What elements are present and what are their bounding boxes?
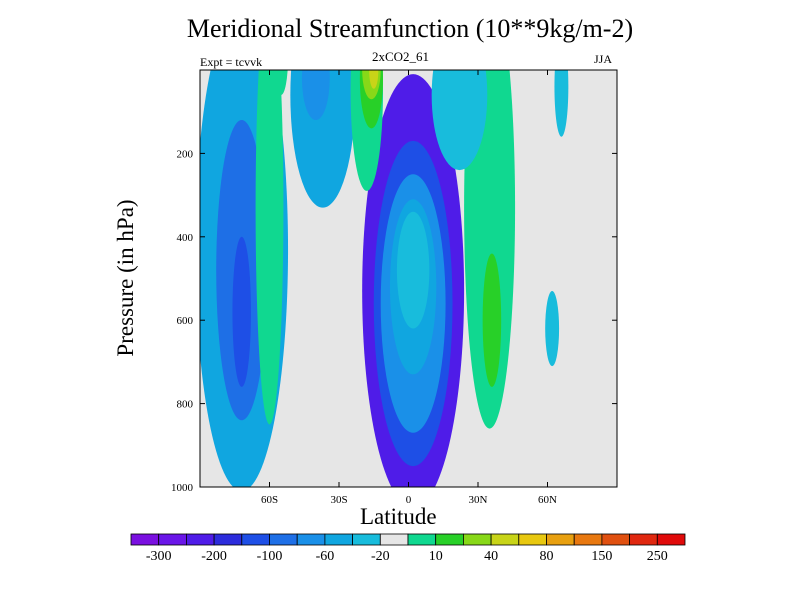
x-tick-label-3: 30N [469, 494, 488, 506]
colorbar-label-9: 250 [647, 549, 668, 564]
colorbar-box-13 [490, 533, 520, 546]
colorbar-label-6: 40 [484, 549, 498, 564]
colorbar-box-1 [158, 533, 187, 546]
colorbar-label-4: -20 [371, 549, 390, 564]
colorbar-label-7: 80 [540, 549, 554, 564]
x-axis-label: Latitude [360, 504, 437, 529]
colorbar-label-8: 150 [591, 549, 612, 564]
contour-field-16 [482, 253, 502, 387]
season-label: JJA [594, 52, 613, 66]
colorbar-box-18 [629, 533, 658, 546]
colorbar-label-2: -100 [257, 549, 283, 564]
colorbar-box-14 [518, 533, 547, 546]
contour-field-19 [554, 70, 569, 137]
colorbar-box-5 [269, 533, 298, 546]
colorbar-box-11 [435, 533, 464, 546]
colorbar-label-5: 10 [429, 549, 443, 564]
y-tick-label-4: 1000 [171, 482, 194, 494]
contour-field-9 [301, 70, 330, 121]
colorbar-box-17 [601, 533, 631, 546]
contour-fields [200, 70, 569, 487]
colorbar-box-0 [130, 533, 160, 546]
colorbar-box-3 [213, 533, 243, 546]
contour-field-10 [255, 70, 284, 425]
contour-field-7 [232, 236, 251, 387]
chart-subtitle: 2xCO2_61 [372, 49, 430, 64]
contour-field-4 [396, 211, 430, 329]
y-tick-label-1: 400 [177, 232, 194, 244]
x-tick-label-1: 30S [330, 494, 347, 506]
colorbar-label-0: -300 [146, 549, 172, 564]
x-tick-label-4: 60N [538, 494, 557, 506]
contour-field-15 [464, 70, 516, 429]
y-tick-label-3: 800 [177, 399, 194, 411]
colorbar-box-7 [324, 533, 353, 546]
contour-field-18 [545, 291, 560, 367]
colorbar-box-8 [352, 533, 381, 546]
colorbar-box-16 [573, 533, 603, 546]
colorbar-box-19 [656, 533, 686, 546]
colorbar-box-9 [379, 533, 409, 546]
experiment-label: Expt = tcvvk [200, 55, 263, 69]
contour-field-17 [274, 70, 288, 96]
colorbar-box-6 [296, 533, 326, 546]
x-tick-label-2: 0 [406, 494, 412, 506]
x-tick-label-0: 60S [261, 494, 278, 506]
chart-title: Meridional Streamfunction (10**9kg/m-2) [186, 14, 634, 43]
contour-field-20 [431, 70, 488, 171]
colorbar-box-10 [407, 533, 437, 546]
y-tick-label-0: 200 [177, 148, 194, 160]
y-tick-label-2: 600 [177, 315, 194, 327]
colorbar-box-4 [241, 533, 270, 546]
colorbar-label-3: -60 [316, 549, 335, 564]
colorbar-box-12 [462, 533, 492, 546]
colorbar-box-15 [546, 533, 575, 546]
contour-field-14 [369, 70, 379, 89]
colorbar-label-1: -200 [201, 549, 227, 564]
colorbar-box-2 [185, 533, 215, 546]
